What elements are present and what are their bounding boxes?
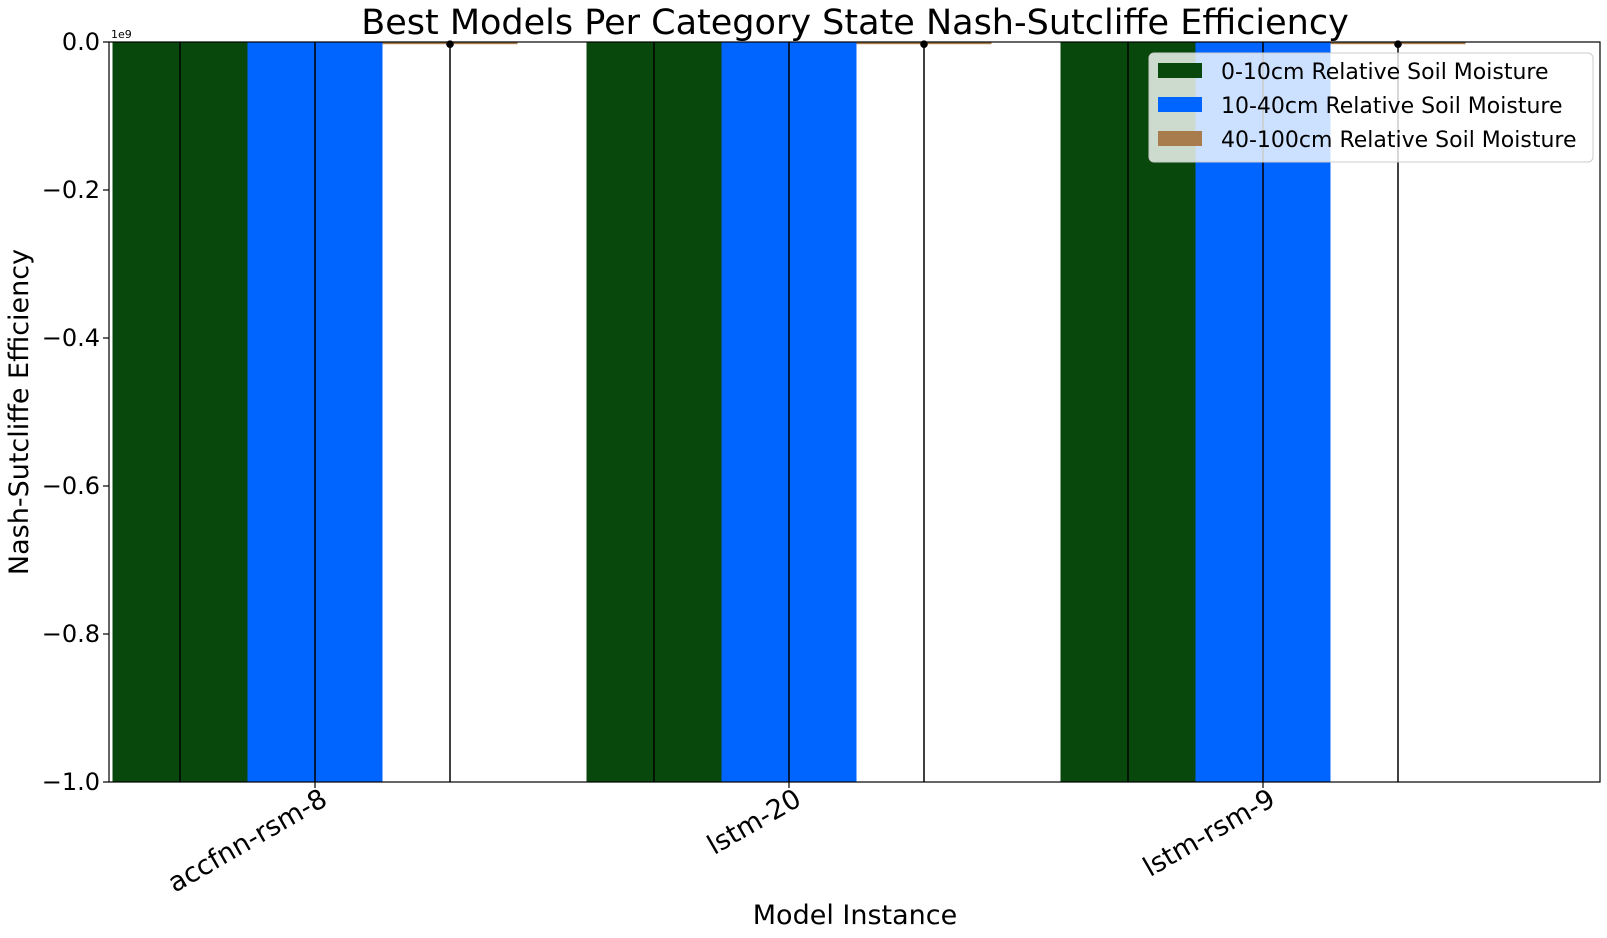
y-axis: 0.0 −0.2 −0.4 −0.6 −0.8 −1.0 <box>42 28 109 796</box>
x-tick-label: lstm-rsm-9 <box>1138 783 1280 883</box>
y-tick-label: −0.6 <box>42 472 100 500</box>
x-tick-label: lstm-20 <box>702 783 806 861</box>
x-axis: accfnn-rsm-8 lstm-20 lstm-rsm-9 <box>163 782 1281 899</box>
legend-box <box>1148 52 1594 163</box>
plot-frame <box>108 41 1601 783</box>
legend-label-1: 10-40cm Relative Soil Moisture <box>1221 94 1562 119</box>
y-tick-label: −1.0 <box>42 768 100 796</box>
legend-swatch-0 <box>1158 63 1202 78</box>
y-tick-label: −0.2 <box>42 176 100 204</box>
y-axis-label: Nash-Sutcliffe Efficiency <box>4 249 35 575</box>
chart-title: Best Models Per Category State Nash-Sutc… <box>361 3 1349 43</box>
y-tick-label: −0.4 <box>42 324 100 352</box>
bars-layer <box>112 40 1466 782</box>
x-tick-label: accfnn-rsm-8 <box>163 783 333 899</box>
y-offset-label: 1e9 <box>111 28 132 41</box>
legend-swatch-2 <box>1158 131 1202 146</box>
legend-label-2: 40-100cm Relative Soil Moisture <box>1221 128 1576 153</box>
y-tick-label: −0.8 <box>42 620 100 648</box>
y-tick-label: 0.0 <box>62 28 100 56</box>
legend-swatch-1 <box>1158 97 1202 112</box>
legend: 0-10cm Relative Soil Moisture 10-40cm Re… <box>1148 52 1594 163</box>
legend-label-0: 0-10cm Relative Soil Moisture <box>1221 60 1549 85</box>
x-axis-label: Model Instance <box>753 900 958 931</box>
